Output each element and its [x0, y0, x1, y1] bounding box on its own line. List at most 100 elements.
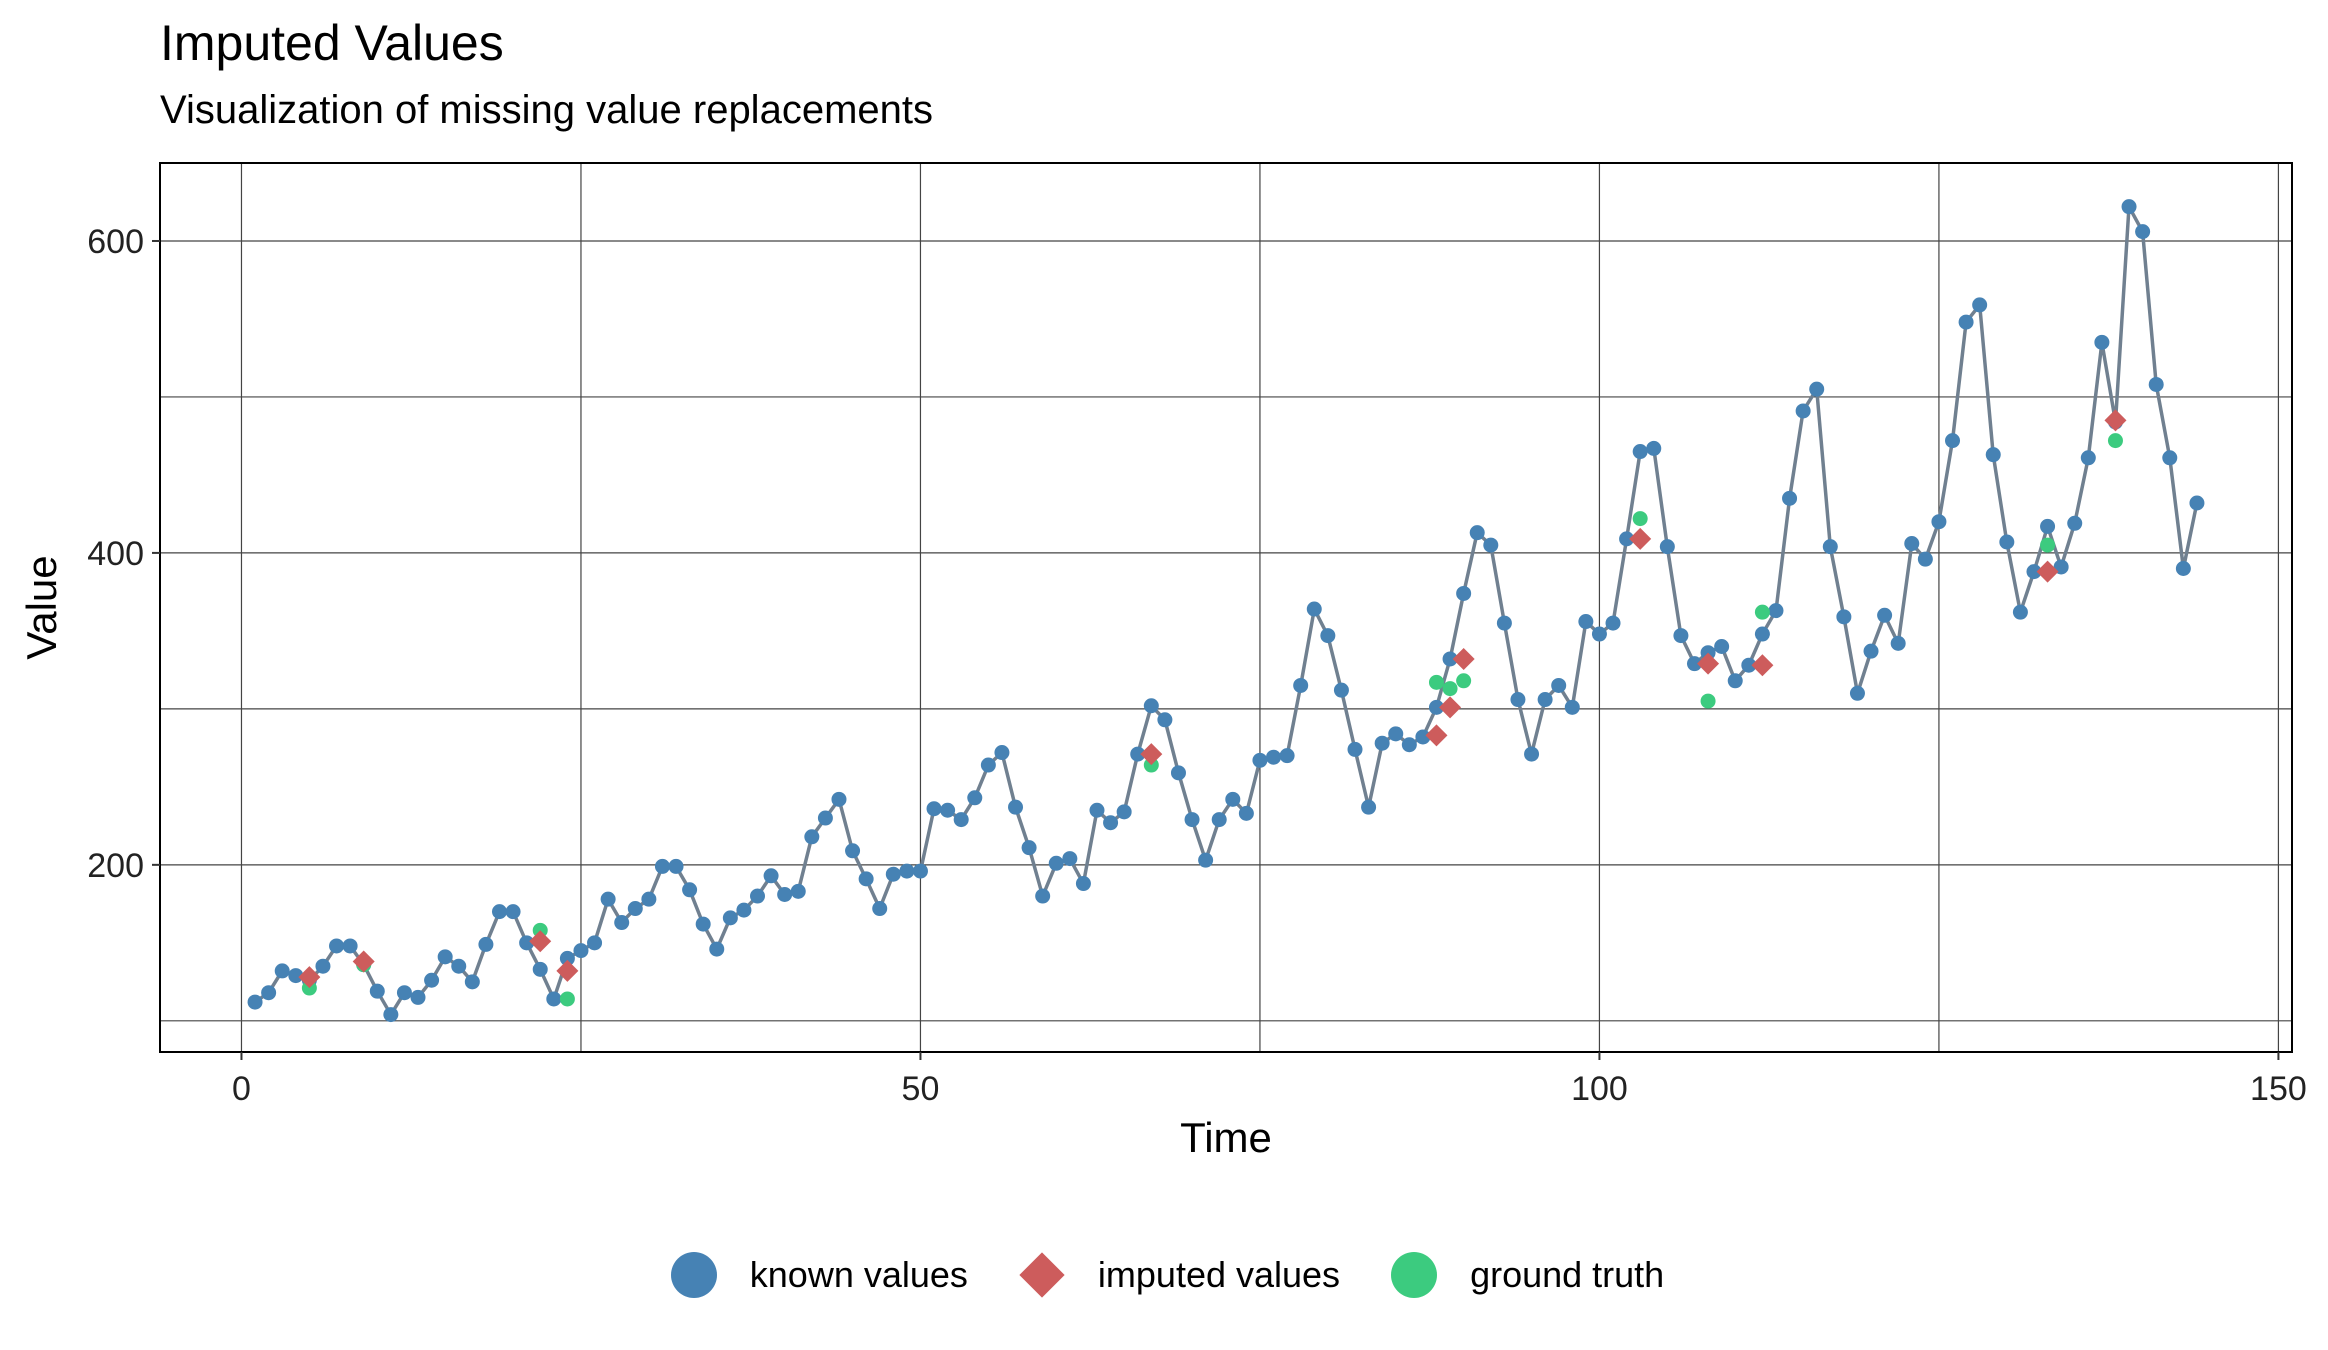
known-value-point [817, 810, 833, 826]
known-value-point [451, 958, 467, 974]
known-value-point [1510, 692, 1526, 708]
y-tick-label: 200 [87, 847, 144, 885]
known-value-point [668, 858, 684, 874]
known-value-point [288, 968, 304, 984]
known-value-point [1401, 737, 1417, 753]
imputed-value-point [352, 950, 375, 973]
known-value-point [546, 991, 562, 1007]
imputed-value-point [2104, 409, 2127, 432]
imputed-value-point [1140, 743, 1163, 766]
ground-truth-point [1456, 673, 1472, 689]
known-value-point [1768, 603, 1784, 619]
chart-title: Imputed Values [160, 15, 504, 71]
known-value-point [1293, 677, 1309, 693]
known-value-point [1809, 381, 1825, 397]
known-value-point [2026, 564, 2042, 580]
known-value-point [478, 936, 494, 952]
known-value-point [885, 866, 901, 882]
known-value-point [967, 790, 983, 806]
known-value-point [1524, 746, 1540, 762]
known-value-point [1673, 628, 1689, 644]
ground-truth-point [2107, 433, 2123, 449]
known-value-point [1605, 615, 1621, 631]
series-line-group [254, 200, 2199, 1019]
known-value-point [491, 904, 507, 920]
known-value-point [1727, 673, 1743, 689]
known-value-point [396, 985, 412, 1001]
known-value-point [261, 985, 277, 1001]
known-value-point [1415, 729, 1431, 745]
ground-truth-point [559, 991, 575, 1007]
known-value-point [2040, 518, 2056, 534]
known-value-point [872, 901, 888, 917]
known-value-point [1754, 626, 1770, 642]
known-value-point [1945, 433, 1961, 449]
x-tick-label: 100 [1571, 1070, 1628, 1108]
y-tick-label: 600 [87, 223, 144, 261]
known-value-point [1211, 812, 1227, 828]
known-value-point [519, 935, 535, 951]
known-value-point [980, 757, 996, 773]
known-value-point [1252, 752, 1268, 768]
imputed-value-point [1751, 654, 1774, 677]
known-value-point [1822, 539, 1838, 555]
known-value-point [1836, 609, 1852, 625]
imputed-value-point [1697, 652, 1720, 675]
known-value-point [1646, 440, 1662, 456]
known-value-point [1442, 651, 1458, 667]
imputed-value-point [1439, 696, 1462, 719]
known-value-point [329, 938, 345, 954]
imputed-value-point [1452, 647, 1475, 670]
known-value-point [369, 983, 385, 999]
known-value-point [790, 883, 806, 899]
legend-item-known: known values [664, 1245, 968, 1305]
y-tick-label: 400 [87, 535, 144, 573]
known-value-point [2148, 376, 2164, 392]
known-value-point [750, 888, 766, 904]
known-value-point [437, 949, 453, 965]
known-value-point [1428, 699, 1444, 715]
known-value-point [247, 994, 263, 1010]
known-value-point [1306, 601, 1322, 617]
x-tick-label: 50 [902, 1070, 940, 1108]
known-value-point [899, 863, 915, 879]
known-value-point [1170, 765, 1186, 781]
known-value-point [953, 812, 969, 828]
known-value-point [994, 745, 1010, 761]
known-value-point [1849, 685, 1865, 701]
known-value-point [614, 915, 630, 931]
known-value-point [1374, 735, 1390, 751]
known-value-point [845, 843, 861, 859]
data-marks [247, 199, 2205, 1023]
chart-subtitle: Visualization of missing value replaceme… [160, 88, 933, 132]
known-value-point [1157, 712, 1173, 728]
known-value-point [736, 902, 752, 918]
known-value-point [1469, 525, 1485, 541]
known-value-point [1877, 607, 1893, 623]
known-value-point [804, 829, 820, 845]
known-value-point [1483, 537, 1499, 553]
known-value-point [2094, 334, 2110, 350]
known-value-point [2162, 450, 2178, 466]
known-value-point [641, 891, 657, 907]
grid-lines [160, 163, 2292, 1052]
known-value-point [1320, 628, 1336, 644]
legend-circle-icon [1391, 1252, 1438, 1298]
legend-label-known: known values [749, 1254, 968, 1295]
known-value-point [1456, 585, 1472, 601]
known-value-point [1035, 888, 1051, 904]
known-value-point [1333, 682, 1349, 698]
known-value-point [1184, 812, 1200, 828]
known-value-point [912, 863, 928, 879]
known-value-point [424, 972, 440, 988]
known-value-point [1972, 297, 1988, 313]
imputed-value-point [298, 966, 321, 989]
known-value-point [274, 963, 290, 979]
known-value-point [682, 882, 698, 898]
known-value-point [722, 910, 738, 926]
imputed-value-point [1425, 724, 1448, 747]
known-value-point [1904, 536, 1920, 552]
known-value-point [1062, 851, 1078, 867]
known-value-point [1048, 855, 1064, 871]
known-value-point [342, 938, 358, 954]
